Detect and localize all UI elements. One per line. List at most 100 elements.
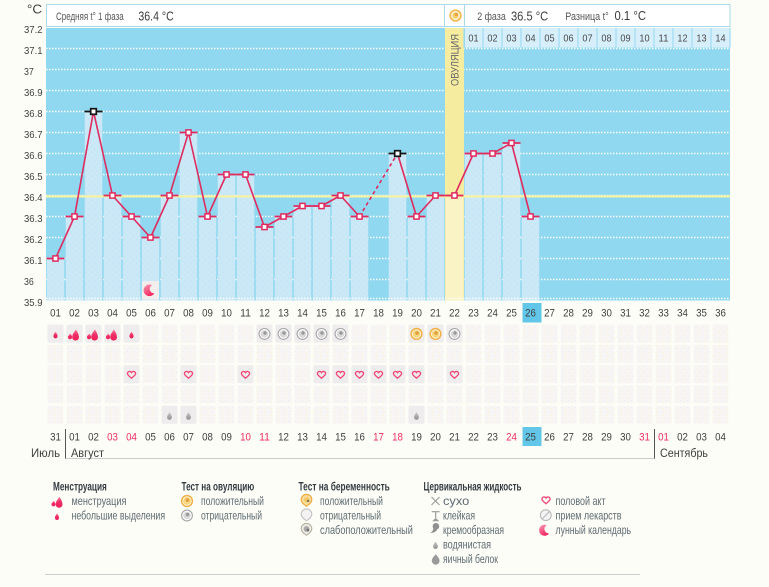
svg-text:37: 37 bbox=[24, 66, 34, 78]
svg-text:36.9: 36.9 bbox=[24, 87, 43, 99]
svg-text:18: 18 bbox=[392, 432, 403, 444]
svg-text:24: 24 bbox=[487, 308, 498, 320]
svg-text:36.6: 36.6 bbox=[24, 150, 43, 162]
svg-text:положительный: положительный bbox=[320, 494, 383, 508]
svg-text:Тест на овуляцию: Тест на овуляцию bbox=[182, 482, 255, 494]
svg-text:19: 19 bbox=[392, 308, 403, 320]
svg-text:35: 35 bbox=[696, 308, 707, 320]
svg-text:04: 04 bbox=[126, 432, 137, 444]
svg-text:19: 19 bbox=[411, 432, 422, 444]
svg-text:25: 25 bbox=[525, 432, 536, 444]
svg-text:12: 12 bbox=[259, 308, 270, 320]
svg-text:Средняя t° 1 фаза: Средняя t° 1 фаза bbox=[56, 11, 124, 23]
svg-text:2 фаза: 2 фаза bbox=[477, 11, 506, 23]
svg-text:29: 29 bbox=[582, 308, 593, 320]
svg-text:05: 05 bbox=[544, 33, 554, 45]
svg-text:36.8: 36.8 bbox=[24, 108, 43, 120]
svg-text:36.1: 36.1 bbox=[24, 255, 43, 267]
svg-text:12: 12 bbox=[677, 33, 687, 45]
svg-text:16: 16 bbox=[354, 432, 365, 444]
svg-text:Тест на беременность: Тест на беременность bbox=[299, 482, 390, 494]
svg-text:03: 03 bbox=[107, 432, 118, 444]
svg-text:слабоположительный: слабоположительный bbox=[320, 523, 413, 537]
svg-text:13: 13 bbox=[297, 432, 308, 444]
svg-text:11: 11 bbox=[259, 432, 270, 444]
svg-text:13: 13 bbox=[696, 33, 706, 45]
svg-text:37.2: 37.2 bbox=[24, 24, 43, 36]
svg-text:15: 15 bbox=[335, 432, 346, 444]
svg-text:22: 22 bbox=[449, 308, 460, 320]
svg-text:01: 01 bbox=[658, 432, 669, 444]
svg-text:27: 27 bbox=[544, 308, 555, 320]
svg-text:10: 10 bbox=[639, 33, 649, 45]
svg-text:16: 16 bbox=[335, 308, 346, 320]
svg-text:09: 09 bbox=[221, 432, 232, 444]
svg-text:Менструация: Менструация bbox=[53, 482, 107, 494]
svg-text:36: 36 bbox=[24, 276, 34, 288]
svg-text:17: 17 bbox=[373, 432, 384, 444]
svg-text:01: 01 bbox=[50, 308, 61, 320]
svg-text:09: 09 bbox=[620, 33, 630, 45]
svg-text:31: 31 bbox=[639, 432, 650, 444]
svg-text:21: 21 bbox=[430, 308, 441, 320]
svg-text:02: 02 bbox=[69, 308, 80, 320]
svg-text:небольшие выделения: небольшие выделения bbox=[72, 509, 166, 523]
svg-text:кремообразная: кремообразная bbox=[443, 523, 504, 537]
svg-text:28: 28 bbox=[582, 432, 593, 444]
svg-text:06: 06 bbox=[164, 432, 175, 444]
svg-text:0.1 °C: 0.1 °C bbox=[615, 9, 647, 23]
svg-text:30: 30 bbox=[620, 432, 631, 444]
svg-text:15: 15 bbox=[316, 308, 327, 320]
svg-text:23: 23 bbox=[468, 308, 479, 320]
svg-text:01: 01 bbox=[468, 33, 478, 45]
svg-text:14: 14 bbox=[715, 33, 725, 45]
svg-text:36.2: 36.2 bbox=[24, 234, 43, 246]
svg-text:°C: °C bbox=[27, 3, 42, 17]
svg-text:11: 11 bbox=[240, 308, 251, 320]
svg-text:10: 10 bbox=[240, 432, 251, 444]
svg-text:04: 04 bbox=[715, 432, 726, 444]
svg-text:отрицательный: отрицательный bbox=[320, 509, 381, 523]
svg-text:26: 26 bbox=[544, 432, 555, 444]
svg-text:36.4 °C: 36.4 °C bbox=[138, 10, 173, 24]
svg-text:Разница t°: Разница t° bbox=[565, 11, 609, 23]
svg-text:26: 26 bbox=[525, 308, 536, 320]
svg-text:20: 20 bbox=[411, 308, 422, 320]
svg-text:36: 36 bbox=[715, 308, 726, 320]
svg-text:07: 07 bbox=[582, 33, 592, 45]
svg-text:менструация: менструация bbox=[72, 494, 127, 508]
svg-text:33: 33 bbox=[658, 308, 669, 320]
svg-text:14: 14 bbox=[297, 308, 308, 320]
svg-text:30: 30 bbox=[601, 308, 612, 320]
svg-text:20: 20 bbox=[430, 432, 441, 444]
svg-text:34: 34 bbox=[677, 308, 688, 320]
svg-text:половой акт: половой акт bbox=[556, 494, 606, 508]
svg-text:36.4: 36.4 bbox=[24, 192, 43, 204]
svg-text:37.1: 37.1 bbox=[24, 45, 43, 57]
svg-text:06: 06 bbox=[145, 308, 156, 320]
svg-text:22: 22 bbox=[468, 432, 479, 444]
svg-text:06: 06 bbox=[563, 33, 573, 45]
svg-text:31: 31 bbox=[50, 432, 61, 444]
svg-text:08: 08 bbox=[202, 432, 213, 444]
svg-text:02: 02 bbox=[487, 33, 497, 45]
svg-text:28: 28 bbox=[563, 308, 574, 320]
svg-text:36.5: 36.5 bbox=[24, 171, 43, 183]
svg-text:Цервикальная жидкость: Цервикальная жидкость bbox=[424, 482, 522, 494]
svg-text:02: 02 bbox=[88, 432, 99, 444]
svg-text:03: 03 bbox=[88, 308, 99, 320]
svg-text:25: 25 bbox=[506, 308, 517, 320]
svg-text:12: 12 bbox=[278, 432, 289, 444]
svg-text:сухо: сухо bbox=[443, 494, 470, 508]
svg-text:13: 13 bbox=[278, 308, 289, 320]
svg-text:02: 02 bbox=[677, 432, 688, 444]
svg-text:положительный: положительный bbox=[201, 494, 264, 508]
svg-text:клейкая: клейкая bbox=[443, 509, 475, 523]
svg-text:36.7: 36.7 bbox=[24, 129, 43, 141]
svg-text:31: 31 bbox=[620, 308, 631, 320]
svg-text:04: 04 bbox=[525, 33, 535, 45]
svg-text:03: 03 bbox=[506, 33, 516, 45]
svg-text:29: 29 bbox=[601, 432, 612, 444]
svg-text:Сентябрь: Сентябрь bbox=[660, 446, 708, 460]
svg-text:18: 18 bbox=[373, 308, 384, 320]
